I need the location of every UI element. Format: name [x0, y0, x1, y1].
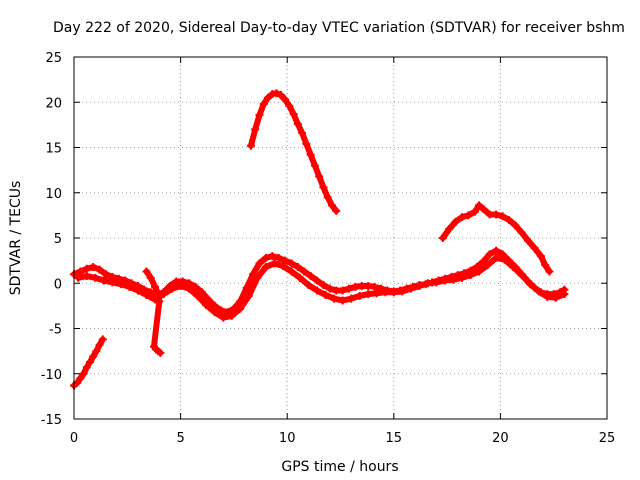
data-points — [70, 89, 569, 390]
data-point — [545, 267, 554, 276]
y-tick-label: -5 — [49, 323, 62, 338]
data-point — [560, 290, 569, 299]
x-axis-title: GPS time / hours — [281, 459, 398, 475]
point-band — [150, 298, 163, 350]
x-tick-label: 10 — [279, 431, 296, 446]
y-axis-tick-labels: -15 -10 -5 0 5 10 15 20 25 — [41, 51, 62, 428]
series-arc-evening — [438, 201, 554, 276]
x-tick-label: 25 — [599, 431, 616, 446]
series-fragments — [142, 267, 165, 357]
y-tick-label: 5 — [54, 232, 62, 247]
y-tick-label: 10 — [45, 187, 62, 202]
point-band — [245, 274, 261, 299]
axis-ticks — [73, 56, 608, 420]
y-tick-label: 0 — [54, 277, 62, 292]
y-tick-label: -10 — [41, 368, 62, 383]
grid-lines — [74, 57, 607, 419]
x-tick-label: 15 — [386, 431, 403, 446]
x-tick-label: 20 — [492, 431, 509, 446]
y-tick-label: 25 — [45, 51, 62, 66]
data-point — [98, 335, 107, 344]
x-tick-label: 5 — [176, 431, 184, 446]
x-axis-tick-labels: 0 5 10 15 20 25 — [70, 431, 615, 446]
series-main-track-lower — [74, 253, 569, 322]
data-point — [156, 348, 165, 357]
chart-title: Day 222 of 2020, Sidereal Day-to-day VTE… — [53, 20, 625, 36]
y-axis-title: SDTVAR / TECUs — [8, 181, 24, 296]
x-tick-label: 0 — [70, 431, 78, 446]
series-arc-peak — [246, 89, 341, 215]
y-tick-label: 15 — [45, 142, 62, 157]
y-tick-label: -15 — [41, 413, 62, 428]
data-point — [332, 206, 341, 215]
y-tick-label: 20 — [45, 96, 62, 111]
